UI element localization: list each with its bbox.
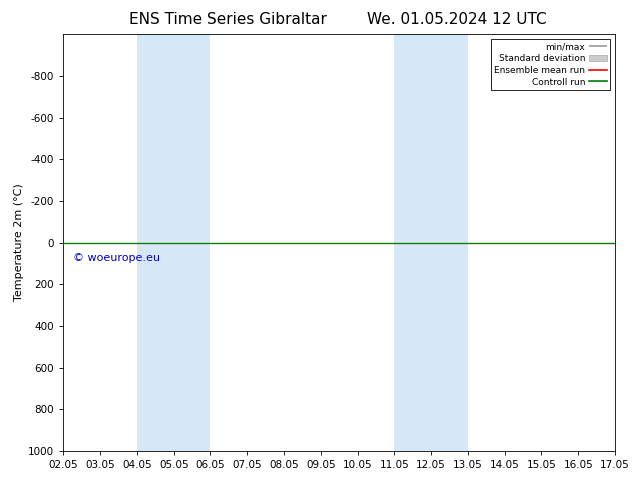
Y-axis label: Temperature 2m (°C): Temperature 2m (°C) — [14, 184, 24, 301]
Text: © woeurope.eu: © woeurope.eu — [72, 253, 160, 263]
Bar — [137, 34, 210, 451]
Text: We. 01.05.2024 12 UTC: We. 01.05.2024 12 UTC — [366, 12, 547, 27]
Legend: min/max, Standard deviation, Ensemble mean run, Controll run: min/max, Standard deviation, Ensemble me… — [491, 39, 611, 90]
Bar — [394, 34, 468, 451]
Text: ENS Time Series Gibraltar: ENS Time Series Gibraltar — [129, 12, 327, 27]
